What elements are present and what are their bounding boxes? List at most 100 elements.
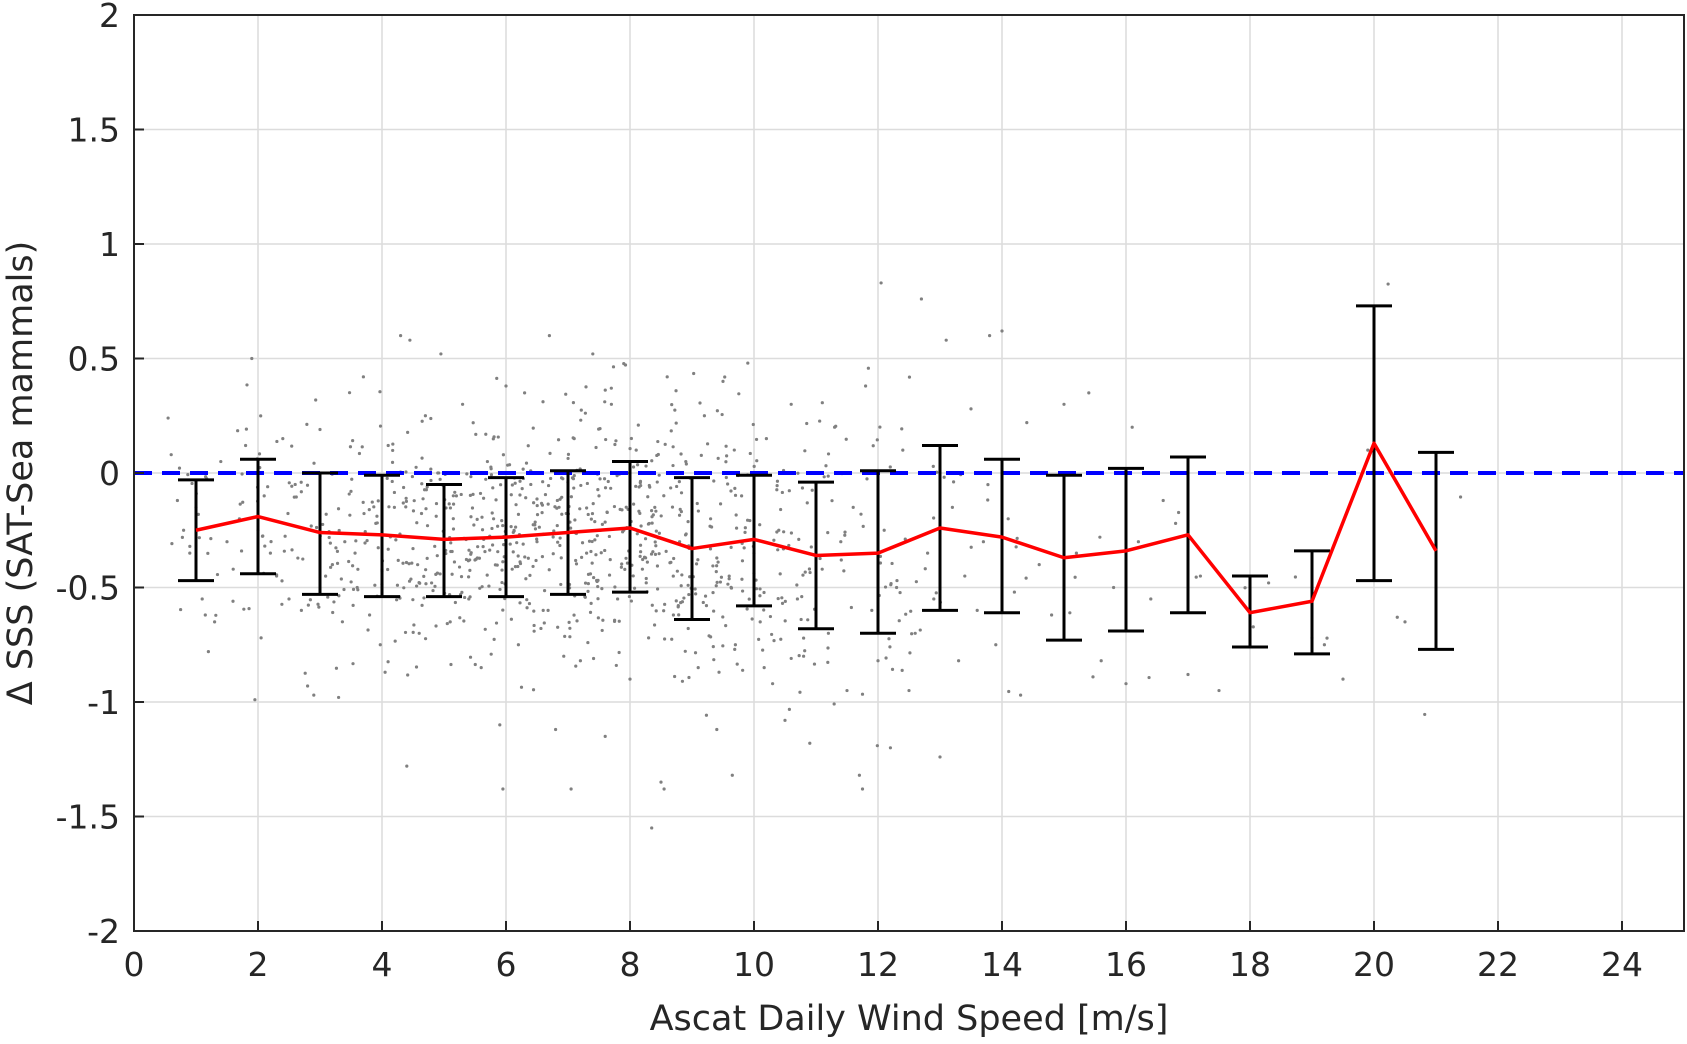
scatter-point bbox=[349, 580, 353, 584]
scatter-point bbox=[334, 666, 339, 670]
scatter-point bbox=[494, 498, 498, 502]
scatter-point bbox=[465, 472, 469, 476]
scatter-point bbox=[696, 509, 700, 513]
scatter-point bbox=[335, 561, 340, 565]
scatter-point bbox=[506, 463, 510, 467]
scatter-point bbox=[551, 535, 555, 539]
scatter-point bbox=[688, 575, 692, 579]
scatter-point bbox=[754, 587, 759, 591]
scatter-point bbox=[411, 509, 416, 513]
scatter-point bbox=[491, 486, 495, 490]
scatter-point bbox=[715, 564, 719, 568]
scatter-point bbox=[556, 540, 560, 544]
y-tick-label: -1 bbox=[87, 683, 120, 722]
scatter-point bbox=[875, 744, 879, 748]
scatter-point bbox=[670, 637, 674, 641]
scatter-point bbox=[391, 448, 395, 453]
scatter-point bbox=[812, 662, 817, 666]
scatter-point bbox=[553, 505, 557, 509]
scatter-point bbox=[500, 519, 504, 523]
scatter-point bbox=[434, 501, 439, 506]
scatter-point bbox=[331, 610, 335, 615]
x-tick-label: 10 bbox=[733, 945, 775, 984]
scatter-point bbox=[908, 651, 912, 655]
scatter-point bbox=[795, 597, 800, 601]
scatter-point bbox=[423, 414, 427, 418]
scatter-point bbox=[451, 494, 455, 498]
scatter-point bbox=[778, 572, 782, 576]
scatter-point bbox=[741, 668, 745, 672]
scatter-point bbox=[619, 565, 623, 569]
scatter-point bbox=[1124, 682, 1128, 686]
scatter-point bbox=[386, 443, 390, 448]
scatter-point bbox=[762, 590, 766, 595]
scatter-point bbox=[637, 509, 641, 513]
scatter-point bbox=[932, 516, 936, 520]
scatter-point bbox=[328, 541, 332, 545]
scatter-point bbox=[457, 565, 462, 569]
scatter-point bbox=[560, 512, 564, 516]
scatter-point bbox=[654, 529, 658, 533]
scatter-point bbox=[679, 510, 683, 514]
scatter-point bbox=[495, 376, 499, 380]
x-axis-title: Ascat Daily Wind Speed [m/s] bbox=[650, 999, 1169, 1039]
scatter-point bbox=[591, 501, 595, 506]
scatter-point bbox=[740, 559, 745, 563]
scatter-point bbox=[339, 577, 343, 581]
scatter-point bbox=[601, 618, 605, 622]
scatter-point bbox=[674, 599, 678, 603]
scatter-point bbox=[730, 773, 734, 777]
scatter-point bbox=[516, 643, 521, 647]
scatter-point bbox=[316, 602, 320, 606]
scatter-point bbox=[796, 471, 800, 475]
scatter-point bbox=[438, 572, 442, 576]
scatter-point bbox=[729, 545, 733, 549]
scatter-point bbox=[353, 551, 357, 555]
scatter-point bbox=[614, 663, 618, 668]
scatter-point bbox=[416, 563, 420, 567]
scatter-point bbox=[818, 556, 822, 561]
scatter-point bbox=[491, 437, 495, 441]
scatter-point bbox=[370, 500, 374, 504]
scatter-point bbox=[500, 568, 504, 572]
scatter-point bbox=[501, 560, 505, 564]
scatter-point bbox=[169, 453, 173, 457]
x-axis-ticks: 0 2 4 6 8 10 12 14 16 18 20 22 24 bbox=[124, 921, 1643, 984]
scatter-point bbox=[402, 586, 406, 590]
scatter-point bbox=[776, 548, 780, 552]
scatter-point bbox=[1423, 712, 1427, 717]
scatter-point bbox=[775, 483, 779, 488]
scatter-point bbox=[1267, 581, 1271, 585]
scatter-point bbox=[712, 479, 716, 483]
scatter-point bbox=[800, 486, 805, 490]
scatter-point bbox=[609, 386, 613, 390]
scatter-point bbox=[508, 542, 512, 546]
scatter-point bbox=[603, 520, 607, 524]
scatter-point bbox=[437, 471, 441, 475]
scatter-point bbox=[386, 547, 390, 551]
scatter-point bbox=[468, 655, 473, 659]
scatter-point bbox=[618, 507, 622, 511]
scatter-point bbox=[597, 494, 601, 498]
scatter-point bbox=[401, 561, 405, 565]
scatter-point bbox=[624, 505, 628, 509]
scatter-point bbox=[509, 493, 513, 497]
scatter-point bbox=[461, 402, 465, 406]
scatter-point bbox=[414, 465, 418, 469]
scatter-point bbox=[620, 562, 624, 566]
scatter-point bbox=[640, 567, 645, 571]
scatter-point bbox=[399, 334, 403, 338]
scatter-point bbox=[704, 604, 709, 608]
scatter-point bbox=[554, 727, 558, 732]
scatter-point bbox=[1147, 675, 1151, 680]
scatter-point bbox=[890, 561, 894, 566]
scatter-point bbox=[775, 530, 779, 534]
scatter-point bbox=[740, 577, 744, 581]
scatter-point bbox=[541, 608, 545, 613]
scatter-point bbox=[857, 773, 862, 777]
scatter-point bbox=[764, 437, 769, 441]
scatter-point bbox=[669, 486, 673, 490]
scatter-point bbox=[535, 540, 539, 544]
scatter-point bbox=[535, 513, 540, 517]
scatter-point bbox=[434, 572, 438, 576]
